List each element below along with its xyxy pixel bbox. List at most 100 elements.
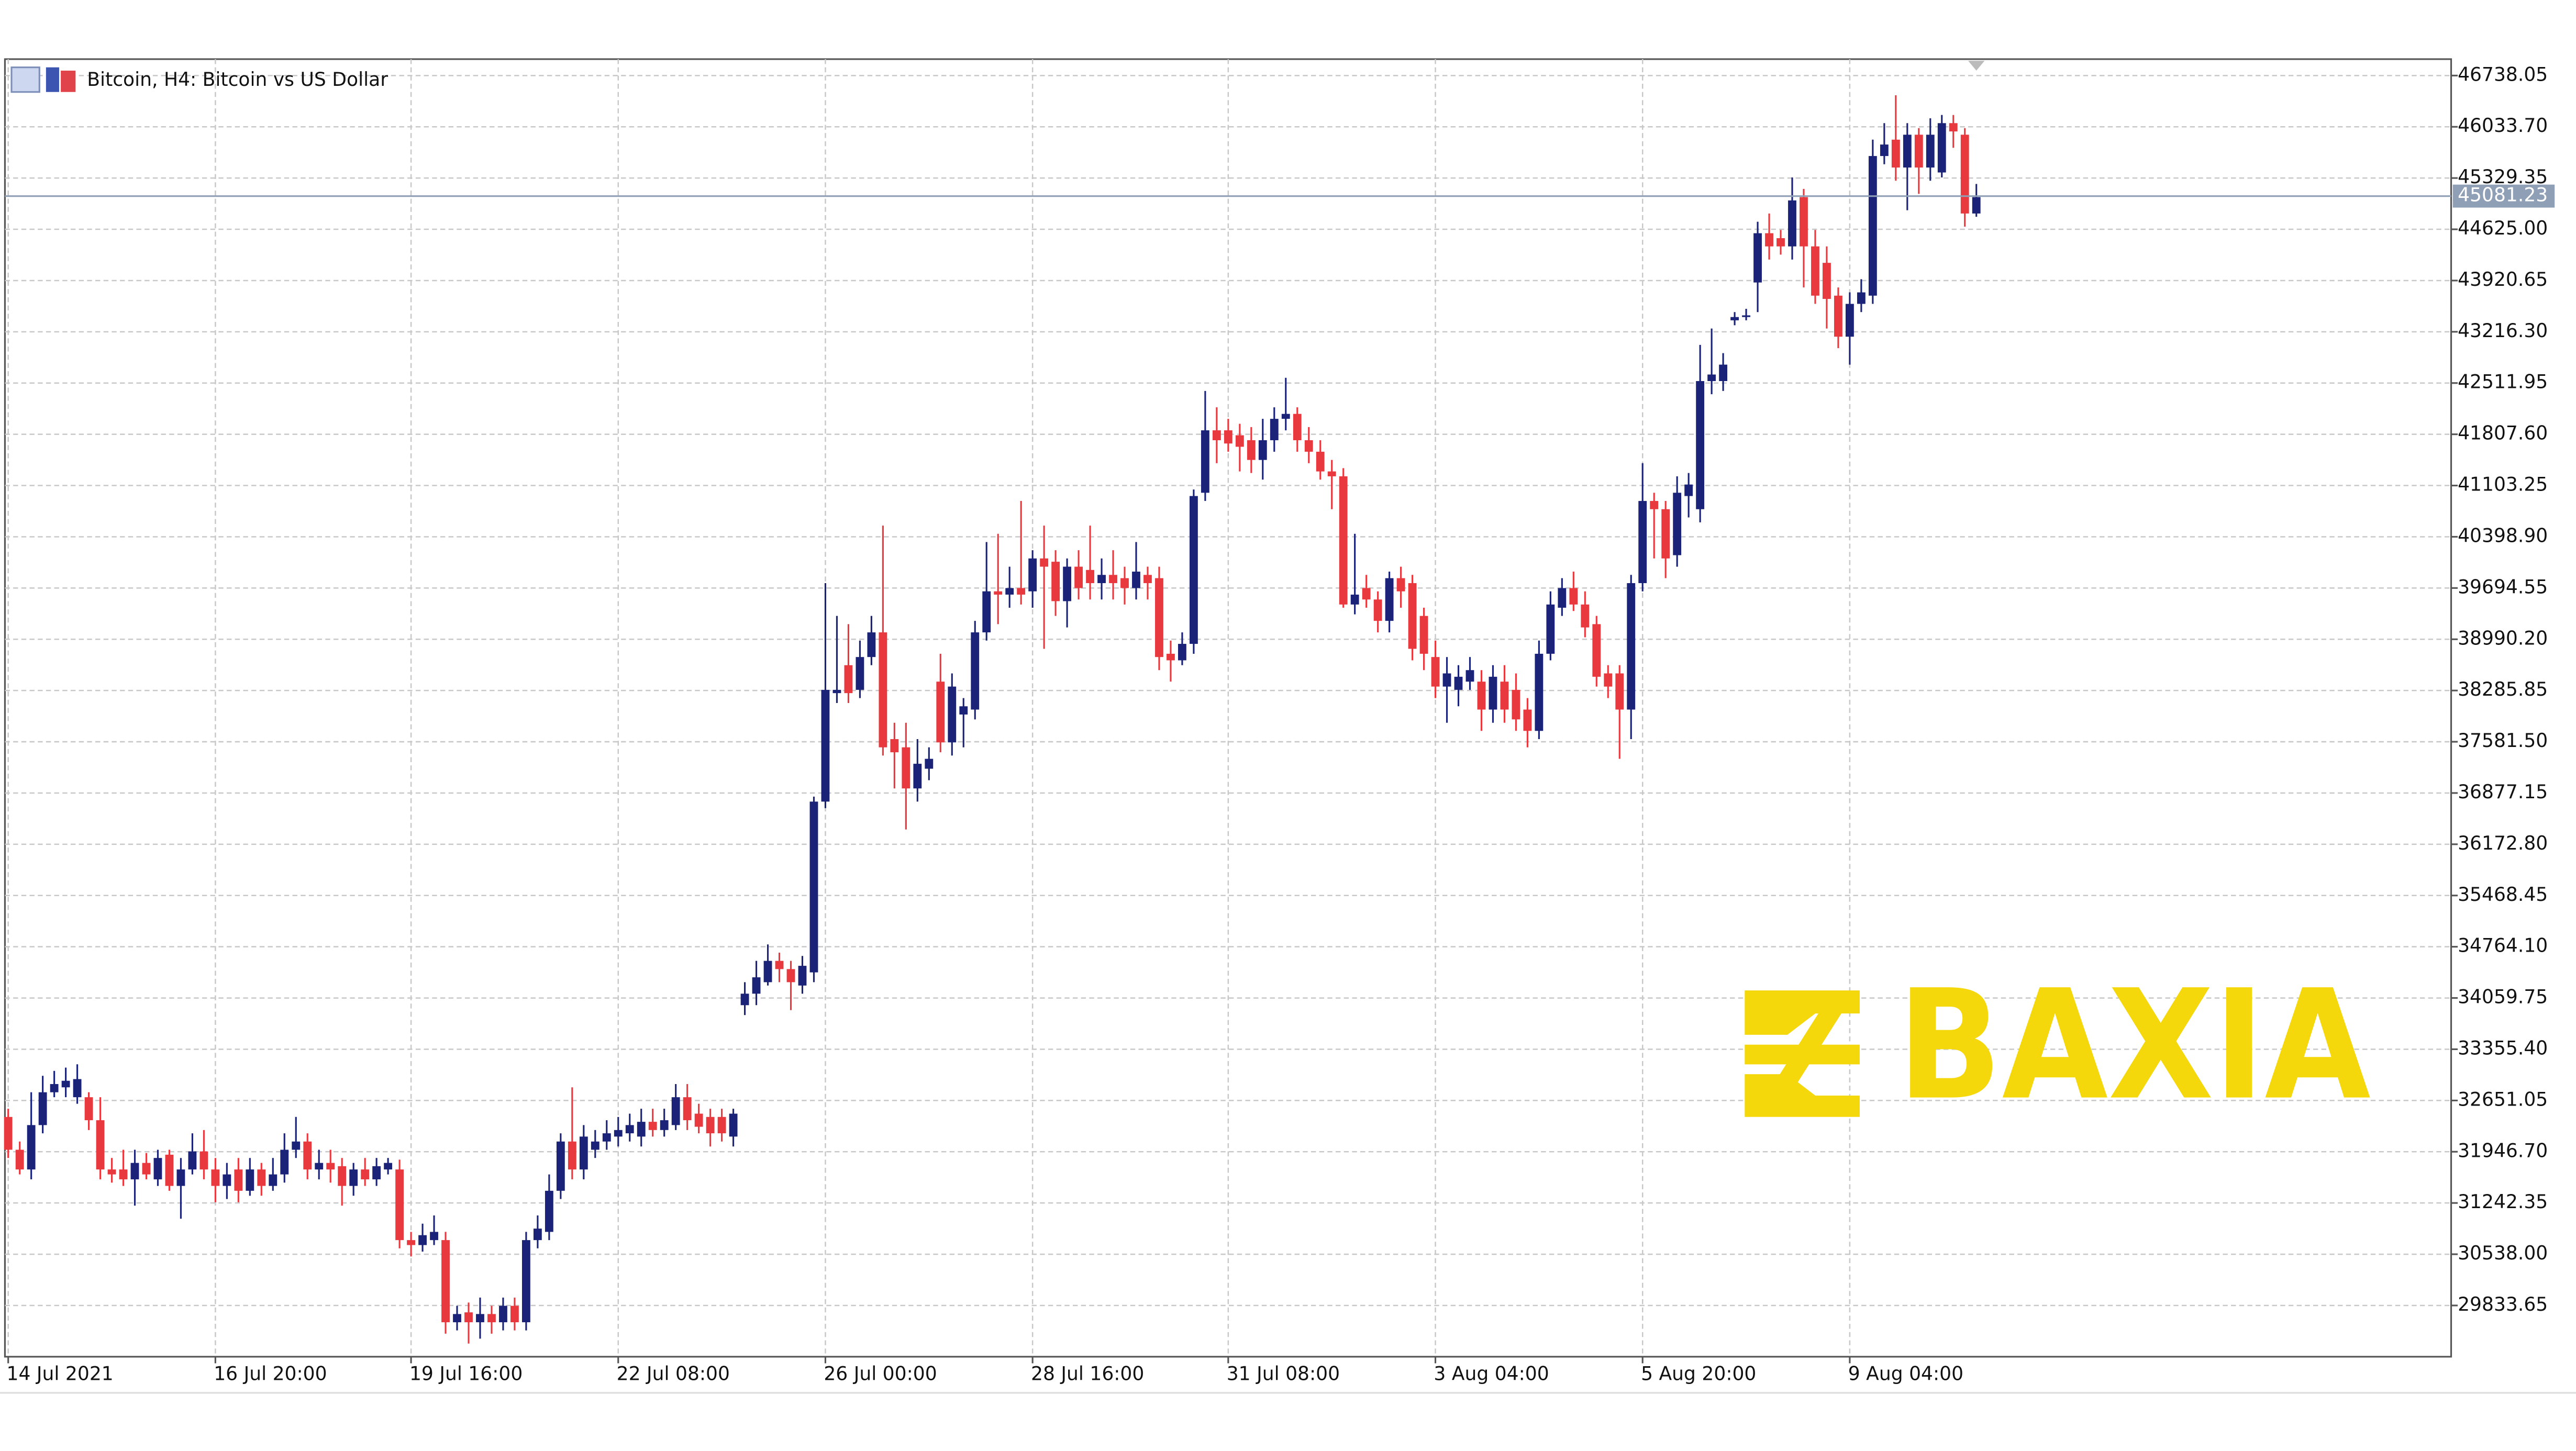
candle-body: [1650, 501, 1659, 509]
candle-body: [234, 1169, 243, 1191]
candle-body: [1730, 317, 1739, 320]
chart-title: Bitcoin, H4: Bitcoin vs US Dollar: [87, 69, 388, 91]
candle-body: [246, 1169, 254, 1191]
candle-body: [1512, 689, 1520, 720]
candle-body: [798, 966, 807, 986]
candle-body: [1845, 304, 1854, 337]
candle-body: [441, 1240, 450, 1323]
candle-body: [430, 1232, 438, 1241]
candle-body: [349, 1169, 358, 1186]
candle-body: [994, 591, 1003, 595]
y-tick-label: 41807.60: [2458, 422, 2548, 444]
candle-body: [1063, 566, 1072, 601]
candle-body: [556, 1141, 565, 1191]
current-price-box: [2452, 184, 2555, 208]
candle-body: [545, 1190, 553, 1232]
candle-body: [1408, 583, 1417, 649]
candle-body: [890, 739, 899, 753]
candle-body: [959, 706, 968, 715]
candle-body: [971, 632, 980, 710]
candle-body: [395, 1169, 404, 1241]
marker: [1968, 61, 1985, 71]
candle-body: [1224, 430, 1233, 444]
candle-body: [752, 977, 761, 994]
icon: [10, 66, 40, 93]
title-icons: [10, 66, 76, 93]
candle-body: [1167, 653, 1175, 661]
candle-body: [1638, 501, 1647, 583]
candle-body: [1097, 575, 1106, 583]
candle-body: [1615, 673, 1624, 710]
candle-body: [292, 1141, 301, 1150]
candle-body: [510, 1305, 519, 1323]
candle-body: [1028, 558, 1037, 591]
candle-body: [1489, 676, 1497, 710]
candle-body: [844, 665, 853, 694]
candle-layer: [4, 95, 1981, 1344]
y-tick-label: 43920.65: [2458, 269, 2548, 291]
candle-body: [1293, 414, 1302, 440]
candle-body: [832, 689, 841, 694]
candle-body: [1109, 575, 1117, 583]
y-tick-label: 30538.00: [2458, 1242, 2548, 1264]
candle-body: [660, 1120, 669, 1130]
candle-body: [1350, 594, 1359, 605]
candle-body: [1823, 263, 1831, 299]
y-tick-label: 35468.45: [2458, 884, 2548, 906]
y-tick-label: 45329.35: [2458, 166, 2548, 188]
candle-body: [361, 1169, 370, 1180]
candle-body: [521, 1240, 530, 1323]
y-tick-label: 37581.50: [2458, 730, 2548, 752]
candle-body: [130, 1163, 139, 1180]
icon: [46, 67, 59, 92]
candle-body: [1247, 440, 1256, 460]
candle-body: [142, 1163, 151, 1175]
watermark-icon: [1745, 990, 1860, 1117]
candle-body: [1051, 562, 1060, 601]
candle-body: [533, 1229, 542, 1241]
candle-body: [1143, 575, 1152, 583]
candle-body: [821, 689, 830, 802]
logo-shape: [1745, 990, 1860, 1035]
y-tick-label: 29833.65: [2458, 1293, 2548, 1315]
candle-body: [107, 1169, 116, 1175]
candle-body: [1086, 570, 1094, 583]
candle-body: [315, 1163, 324, 1170]
candle-body: [729, 1113, 738, 1137]
candle-body: [706, 1117, 715, 1134]
candle-body: [153, 1158, 162, 1180]
candle-body: [763, 961, 772, 983]
x-tick-label: 28 Jul 16:00: [1031, 1363, 1144, 1385]
candle-body: [1661, 509, 1670, 559]
candle-body: [809, 801, 818, 973]
candle-body: [637, 1122, 646, 1137]
candle-body: [4, 1117, 13, 1150]
candle-body: [1120, 578, 1129, 588]
y-tick-label: 34764.10: [2458, 935, 2548, 957]
candle-body: [982, 591, 991, 633]
y-tick-label: 46738.05: [2458, 63, 2548, 85]
y-tick-label: 31242.35: [2458, 1191, 2548, 1213]
y-tick-label: 43216.30: [2458, 320, 2548, 342]
candle-body: [740, 994, 749, 1006]
candle-body: [1914, 135, 1923, 168]
candle-body: [902, 747, 911, 789]
candle-body: [223, 1174, 231, 1186]
candle-body: [38, 1092, 47, 1125]
y-tick-label: 34059.75: [2458, 986, 2548, 1008]
y-tick-label: 46033.70: [2458, 115, 2548, 137]
candle-body: [1765, 233, 1773, 247]
y-tick-label: 31946.70: [2458, 1140, 2548, 1162]
candle-body: [1442, 673, 1451, 687]
candle-body: [418, 1235, 427, 1245]
candle-body: [913, 764, 922, 789]
candle-body: [1742, 315, 1750, 317]
candle-body: [1696, 381, 1705, 509]
candle-body: [119, 1169, 128, 1180]
candle-body: [1005, 588, 1014, 595]
candle-body: [1592, 624, 1601, 677]
candle-body: [856, 657, 864, 690]
candle-body: [1569, 588, 1578, 605]
x-tick-label: 3 Aug 04:00: [1434, 1363, 1549, 1385]
candle-body: [1454, 676, 1463, 690]
